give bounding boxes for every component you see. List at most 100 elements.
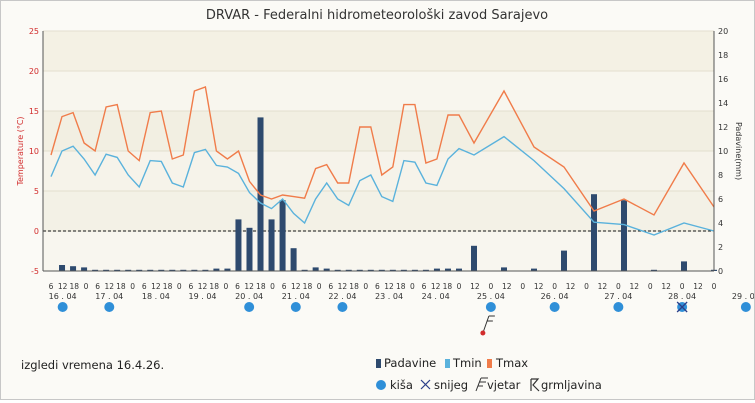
precip-bar bbox=[158, 269, 165, 271]
rain-icon bbox=[290, 302, 301, 312]
x-hour-label: 12 bbox=[534, 282, 544, 291]
x-hour-label: 18 bbox=[443, 282, 453, 291]
precip-bar bbox=[345, 269, 352, 271]
precip-bar bbox=[70, 266, 77, 271]
precip-bar bbox=[290, 248, 297, 271]
precip-bar bbox=[301, 269, 308, 271]
x-day-label: 28 . 04 bbox=[668, 292, 696, 301]
x-hour-label: 6 bbox=[422, 282, 427, 291]
precip-bar bbox=[169, 269, 176, 271]
x-hour-label: 0 bbox=[712, 282, 717, 291]
tmax-line bbox=[50, 86, 715, 216]
precip-bar bbox=[411, 269, 418, 271]
x-hour-label: 12 bbox=[151, 282, 161, 291]
plot-band bbox=[43, 71, 714, 111]
precip-bar bbox=[531, 268, 537, 271]
x-hour-label: 0 bbox=[488, 282, 493, 291]
x-hour-label: 18 bbox=[116, 282, 126, 291]
rain-icon bbox=[549, 302, 560, 312]
x-hour-label: 0 bbox=[584, 282, 589, 291]
precip-bar bbox=[367, 269, 374, 271]
x-hour-label: 18 bbox=[70, 282, 80, 291]
x-hour-label: 12 bbox=[105, 282, 115, 291]
x-hour-label: 6 bbox=[375, 282, 380, 291]
y-right-tick-label: 6 bbox=[718, 195, 723, 204]
weather-icons bbox=[57, 301, 751, 336]
y-right-tick-label: 8 bbox=[718, 171, 723, 180]
precip-bar bbox=[136, 269, 143, 271]
x-hour-label: 18 bbox=[396, 282, 406, 291]
x-hour-label: 12 bbox=[693, 282, 703, 291]
x-hour-label: 18 bbox=[209, 282, 219, 291]
precip-bar bbox=[268, 219, 275, 271]
rain-icon bbox=[485, 302, 496, 312]
precip-bar bbox=[334, 269, 341, 271]
y-left-tick-label: 25 bbox=[29, 27, 39, 36]
x-hour-label: 0 bbox=[223, 282, 228, 291]
legend-padavine-swatch bbox=[376, 359, 381, 368]
precip-bar bbox=[246, 227, 253, 271]
y-axis-label-right: Padavine(mm) bbox=[734, 122, 743, 180]
legend-padavine-label: Padavine bbox=[384, 356, 436, 370]
x-hour-label: 12 bbox=[598, 282, 608, 291]
x-hour-label: 12 bbox=[338, 282, 348, 291]
x-hour-label: 6 bbox=[95, 282, 100, 291]
precip-bar bbox=[400, 269, 407, 271]
snow-icon bbox=[420, 379, 431, 390]
y-right-tick-label: 10 bbox=[718, 147, 728, 156]
x-hour-label: 18 bbox=[163, 282, 173, 291]
precip-bar bbox=[312, 267, 319, 271]
precip-bar bbox=[81, 267, 88, 271]
x-day-label: 29 . 04 bbox=[732, 292, 754, 301]
x-hour-label: 0 bbox=[520, 282, 525, 291]
precip-bar bbox=[235, 219, 242, 271]
x-day-label: 27 . 04 bbox=[604, 292, 632, 301]
x-hour-label: 12 bbox=[198, 282, 208, 291]
x-hour-label: 0 bbox=[317, 282, 322, 291]
precip-bar bbox=[125, 269, 132, 271]
x-hour-label: 12 bbox=[244, 282, 254, 291]
x-hour-label: 12 bbox=[566, 282, 576, 291]
plot-band bbox=[43, 31, 714, 71]
plot-band bbox=[43, 191, 714, 231]
y-right-tick-label: 2 bbox=[718, 243, 723, 252]
x-hour-label: 6 bbox=[188, 282, 193, 291]
x-hour-label: 0 bbox=[177, 282, 182, 291]
y-right-tick-label: 20 bbox=[718, 27, 728, 36]
x-hour-label: 12 bbox=[431, 282, 441, 291]
precip-bar bbox=[444, 268, 451, 271]
x-hour-label: 12 bbox=[502, 282, 512, 291]
rain-icon bbox=[613, 302, 624, 312]
wind-icon bbox=[482, 315, 490, 334]
x-day-label: 23 . 04 bbox=[375, 292, 403, 301]
x-hour-label: 6 bbox=[235, 282, 240, 291]
x-hour-label: 6 bbox=[282, 282, 287, 291]
wind-icon bbox=[475, 377, 488, 392]
precip-bar bbox=[103, 269, 110, 271]
x-day-label: 24 . 04 bbox=[422, 292, 450, 301]
legend-kisa-label: kiša bbox=[390, 378, 413, 392]
snow-icon bbox=[676, 301, 688, 313]
x-day-label: 25 . 04 bbox=[477, 292, 505, 301]
y-left-tick-label: 15 bbox=[29, 107, 39, 116]
x-hour-label: 0 bbox=[410, 282, 415, 291]
tmin-line bbox=[50, 135, 715, 236]
precip-bar bbox=[356, 269, 363, 271]
precip-bar bbox=[147, 269, 154, 271]
rain-icon bbox=[244, 302, 255, 312]
y-left-tick-label: -5 bbox=[31, 267, 39, 276]
rain-icon bbox=[376, 380, 386, 390]
wind-icon bbox=[480, 330, 486, 336]
x-hour-label: 0 bbox=[457, 282, 462, 291]
precip-bar bbox=[224, 268, 231, 271]
precip-bar bbox=[59, 265, 66, 271]
x-hour-label: 0 bbox=[648, 282, 653, 291]
y-left-tick-label: 0 bbox=[34, 227, 39, 236]
x-day-label: 20 . 04 bbox=[235, 292, 263, 301]
rain-icon bbox=[337, 302, 348, 312]
precip-bar bbox=[433, 268, 440, 271]
precip-bar bbox=[456, 268, 462, 271]
precip-bar bbox=[279, 200, 286, 271]
x-day-label: 26 . 04 bbox=[541, 292, 569, 301]
